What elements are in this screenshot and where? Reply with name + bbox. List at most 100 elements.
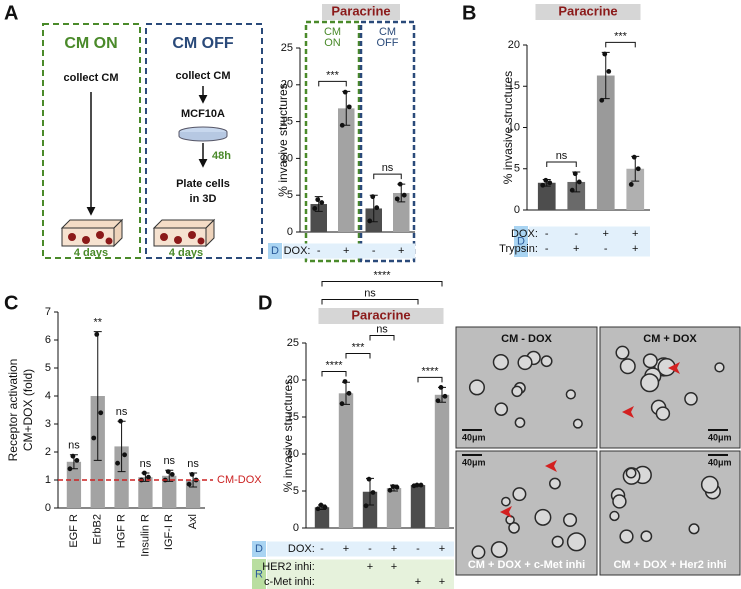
chart-title: Paracrine	[558, 3, 617, 18]
data-point	[370, 194, 376, 200]
data-point	[142, 470, 147, 476]
condition-row	[267, 541, 454, 557]
cell	[642, 353, 658, 369]
data-point	[401, 192, 407, 198]
condition-mark: +	[603, 228, 609, 240]
y-tick-label: 0	[45, 502, 51, 514]
scale-label: 40μm	[462, 432, 486, 442]
significance-label: ns	[187, 458, 199, 470]
significance-bracket	[321, 280, 443, 287]
significance-label: ns	[382, 162, 394, 174]
schematic: CM ON collect CM 4 days CM OFF collect C…	[42, 23, 263, 259]
data-point	[67, 466, 73, 472]
condition-mark: +	[415, 576, 421, 588]
y-tick-label: 15	[281, 116, 293, 128]
cell	[549, 477, 561, 490]
group-box	[359, 20, 416, 263]
data-point	[339, 401, 345, 407]
data-point	[572, 171, 578, 177]
data-point	[628, 182, 634, 187]
y-axis-label: % invasive structures	[276, 83, 290, 196]
panel-letter: D	[258, 292, 272, 314]
culture-icon	[152, 218, 216, 248]
condition-mark: -	[604, 243, 608, 255]
data-point	[339, 122, 345, 128]
schematic-step: collect CM	[175, 70, 230, 82]
y-tick-label: 0	[287, 226, 293, 238]
data-point	[631, 154, 637, 160]
cell	[619, 358, 636, 375]
condition-mark: +	[367, 561, 373, 573]
significance-bracket	[417, 376, 443, 383]
cell	[714, 362, 725, 373]
significance-bracket	[369, 334, 395, 341]
cell	[572, 418, 583, 429]
condition-mark: +	[398, 245, 404, 257]
y-tick-label: 20	[281, 79, 293, 91]
x-tick-label: Insulin R	[139, 514, 151, 557]
arrow-marker	[668, 362, 680, 374]
chart-title: Paracrine	[351, 307, 410, 322]
cell	[615, 345, 630, 360]
bar	[162, 475, 177, 508]
schematic-title: CM ON	[64, 35, 117, 52]
cell	[492, 354, 509, 371]
significance-label: ns	[140, 458, 152, 470]
cell	[508, 522, 520, 534]
data-point	[606, 69, 612, 74]
data-point	[189, 472, 195, 477]
bar	[626, 168, 645, 210]
dish-icon	[178, 126, 228, 142]
bar	[338, 393, 354, 528]
data-point	[418, 482, 424, 488]
group-label: ON	[324, 37, 341, 49]
y-tick-label: 4	[45, 390, 51, 402]
cell	[612, 494, 627, 509]
cell	[700, 475, 719, 494]
cell	[684, 391, 698, 406]
significance-label: ****	[373, 269, 391, 281]
condition-mark: +	[343, 245, 349, 257]
cell	[619, 529, 634, 544]
chart-title: Paracrine	[331, 3, 390, 18]
data-point	[435, 398, 441, 404]
significance-bracket	[546, 161, 577, 168]
y-tick-label: 0	[514, 204, 520, 216]
significance-bracket	[318, 80, 347, 87]
micrograph-label: CM - DOX	[501, 333, 552, 345]
condition-mark: +	[573, 243, 579, 255]
panel-letter: A	[4, 2, 18, 24]
data-point	[318, 502, 324, 508]
condition-mark: +	[439, 543, 445, 555]
y-tick-label: 25	[287, 337, 299, 349]
data-point	[74, 458, 80, 463]
data-point	[569, 187, 575, 193]
micrograph	[599, 450, 741, 576]
condition-mark: -	[574, 228, 578, 240]
data-point	[576, 179, 582, 185]
scale-label: 40μm	[462, 457, 486, 467]
bar	[338, 108, 355, 232]
data-point	[94, 332, 100, 337]
cell	[688, 523, 700, 535]
significance-label: ns	[116, 406, 128, 418]
data-point	[602, 51, 608, 57]
significance-label: ns	[364, 287, 376, 299]
significance-bracket	[345, 352, 371, 359]
y-tick-label: 20	[287, 374, 299, 386]
condition-row	[283, 243, 415, 259]
significance-bracket	[321, 370, 347, 377]
data-point	[322, 504, 328, 510]
y-tick-label: 20	[508, 39, 520, 51]
group-label: CM	[379, 26, 396, 38]
significance-label: ***	[614, 30, 628, 42]
schematic-step: in 3D	[190, 193, 217, 205]
cell	[640, 530, 653, 543]
y-tick-label: 2	[45, 446, 51, 458]
data-point	[370, 490, 376, 495]
data-point	[346, 390, 352, 396]
significance-label: **	[93, 317, 102, 329]
y-tick-label: 3	[45, 418, 51, 430]
y-tick-label: 7	[45, 306, 51, 318]
